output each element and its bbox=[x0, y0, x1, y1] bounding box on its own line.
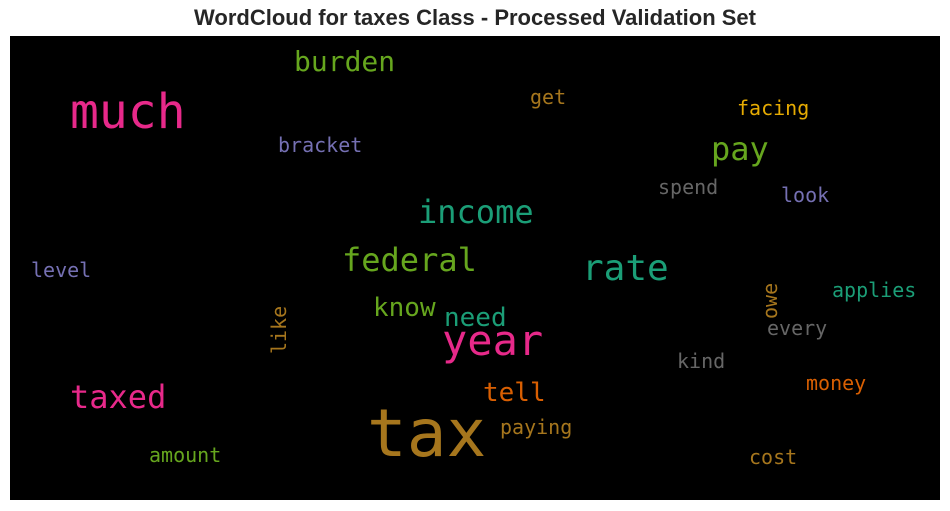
word-applies: applies bbox=[832, 278, 917, 302]
word-federal: federal bbox=[342, 241, 477, 279]
word-pay: pay bbox=[711, 130, 769, 168]
word-year: year bbox=[442, 316, 544, 365]
word-taxed: taxed bbox=[70, 378, 167, 416]
word-every: every bbox=[767, 316, 828, 340]
word-amount: amount bbox=[149, 443, 222, 467]
word-facing: facing bbox=[737, 96, 810, 120]
word-kind: kind bbox=[677, 349, 726, 373]
word-bracket: bracket bbox=[278, 133, 363, 157]
chart-title: WordCloud for taxes Class - Processed Va… bbox=[194, 5, 756, 30]
word-much: much bbox=[70, 84, 186, 140]
word-need: need bbox=[444, 303, 507, 333]
word-owe: owe bbox=[758, 282, 782, 319]
word-burden: burden bbox=[294, 45, 396, 78]
word-know: know bbox=[373, 293, 436, 323]
word-like: like bbox=[267, 305, 291, 354]
word-money: money bbox=[806, 371, 867, 395]
word-look: look bbox=[781, 183, 830, 207]
word-income: income bbox=[418, 193, 534, 231]
word-get: get bbox=[530, 85, 567, 109]
word-paying: paying bbox=[500, 415, 573, 439]
word-tax: tax bbox=[367, 395, 487, 472]
word-level: level bbox=[31, 258, 92, 282]
wordcloud-canvas: tax much year rate income federal taxed … bbox=[10, 36, 940, 500]
word-spend: spend bbox=[658, 175, 719, 199]
word-cost: cost bbox=[749, 445, 798, 469]
word-tell: tell bbox=[483, 378, 546, 408]
word-rate: rate bbox=[582, 248, 669, 289]
